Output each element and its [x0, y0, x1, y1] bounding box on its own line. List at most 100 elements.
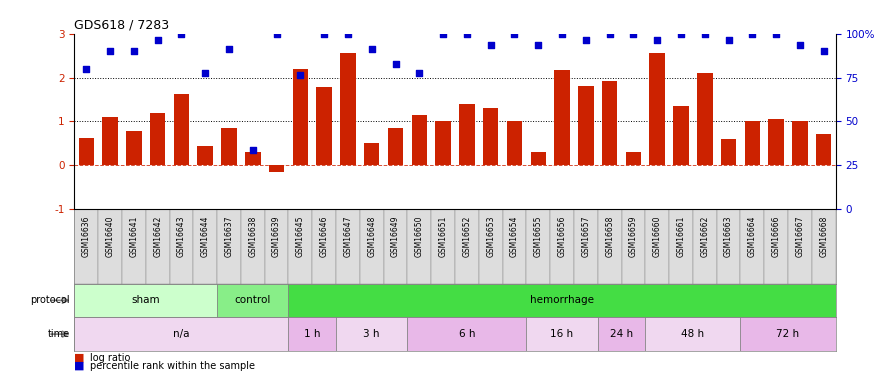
Text: GSM16663: GSM16663 — [724, 215, 733, 257]
Point — [246, 147, 260, 153]
Text: percentile rank within the sample: percentile rank within the sample — [90, 361, 256, 370]
Bar — [265, 209, 289, 284]
Text: GSM16659: GSM16659 — [629, 215, 638, 257]
Bar — [102, 117, 118, 165]
Point — [365, 46, 379, 52]
Text: GSM16661: GSM16661 — [676, 215, 685, 256]
Text: GSM16641: GSM16641 — [130, 215, 138, 256]
Text: 72 h: 72 h — [776, 329, 800, 339]
Bar — [317, 87, 332, 165]
Text: GSM16656: GSM16656 — [557, 215, 566, 257]
Bar — [602, 81, 618, 165]
Bar — [364, 143, 380, 165]
Point — [769, 31, 783, 37]
Text: GSM16666: GSM16666 — [772, 215, 780, 257]
Text: time: time — [48, 329, 70, 339]
Text: GSM16655: GSM16655 — [534, 215, 542, 257]
Bar — [646, 209, 669, 284]
Point — [174, 31, 188, 37]
Text: 1 h: 1 h — [304, 329, 320, 339]
Text: 16 h: 16 h — [550, 329, 574, 339]
Text: GSM16645: GSM16645 — [296, 215, 304, 257]
Text: GSM16668: GSM16668 — [819, 215, 829, 256]
Text: GSM16657: GSM16657 — [581, 215, 591, 257]
Text: GSM16639: GSM16639 — [272, 215, 281, 257]
Bar — [146, 209, 170, 284]
Bar — [150, 113, 165, 165]
Point — [626, 31, 640, 37]
Bar — [740, 209, 764, 284]
Bar — [312, 209, 336, 284]
Text: GSM16660: GSM16660 — [653, 215, 662, 257]
Point — [650, 38, 664, 44]
Bar — [336, 317, 408, 351]
Text: ■: ■ — [74, 361, 85, 370]
Bar — [598, 317, 646, 351]
Bar — [269, 165, 284, 172]
Bar — [550, 209, 574, 284]
Bar — [455, 209, 479, 284]
Text: GSM16651: GSM16651 — [438, 215, 448, 256]
Bar — [170, 209, 193, 284]
Bar — [740, 317, 836, 351]
Bar — [388, 128, 403, 165]
Text: control: control — [234, 296, 271, 305]
Text: log ratio: log ratio — [90, 353, 130, 363]
Bar — [241, 209, 265, 284]
Bar — [812, 209, 836, 284]
Point — [697, 31, 711, 37]
Bar — [336, 209, 360, 284]
Bar — [360, 209, 383, 284]
Text: GSM16644: GSM16644 — [200, 215, 210, 257]
Bar — [74, 317, 289, 351]
Bar — [289, 284, 836, 317]
Text: GSM16642: GSM16642 — [153, 215, 162, 256]
Bar — [717, 209, 740, 284]
Point — [127, 48, 141, 54]
Bar — [79, 138, 94, 165]
Text: GSM16643: GSM16643 — [177, 215, 185, 257]
Bar — [340, 54, 355, 165]
Point — [199, 70, 213, 76]
Text: GSM16648: GSM16648 — [368, 215, 376, 256]
Bar — [792, 122, 808, 165]
Text: GSM16658: GSM16658 — [606, 215, 614, 256]
Bar — [411, 115, 427, 165]
Point — [293, 72, 307, 78]
Point — [531, 42, 545, 48]
Bar — [408, 209, 431, 284]
Bar — [126, 131, 142, 165]
Text: GSM16647: GSM16647 — [344, 215, 353, 257]
Point — [484, 42, 498, 48]
Text: GSM16667: GSM16667 — [795, 215, 804, 257]
Bar — [626, 152, 641, 165]
Bar — [98, 209, 122, 284]
Bar — [745, 122, 760, 165]
Bar — [292, 69, 308, 165]
Bar — [555, 70, 570, 165]
Bar — [245, 152, 261, 165]
Bar — [816, 134, 831, 165]
Text: 3 h: 3 h — [363, 329, 380, 339]
Text: GSM16664: GSM16664 — [748, 215, 757, 257]
Bar — [217, 284, 289, 317]
Point — [150, 38, 164, 44]
Bar — [721, 139, 736, 165]
Text: GSM16637: GSM16637 — [225, 215, 234, 257]
Bar — [74, 209, 98, 284]
Bar — [530, 152, 546, 165]
Point — [816, 48, 830, 54]
Bar — [174, 94, 189, 165]
Text: GSM16636: GSM16636 — [81, 215, 91, 257]
Bar — [649, 54, 665, 165]
Point — [412, 70, 426, 76]
Bar — [764, 209, 788, 284]
Point — [388, 62, 402, 68]
Point — [436, 31, 450, 37]
Bar — [289, 209, 312, 284]
Bar — [217, 209, 241, 284]
Point — [555, 31, 569, 37]
Bar — [693, 209, 717, 284]
Text: GSM16653: GSM16653 — [487, 215, 495, 257]
Bar — [578, 86, 593, 165]
